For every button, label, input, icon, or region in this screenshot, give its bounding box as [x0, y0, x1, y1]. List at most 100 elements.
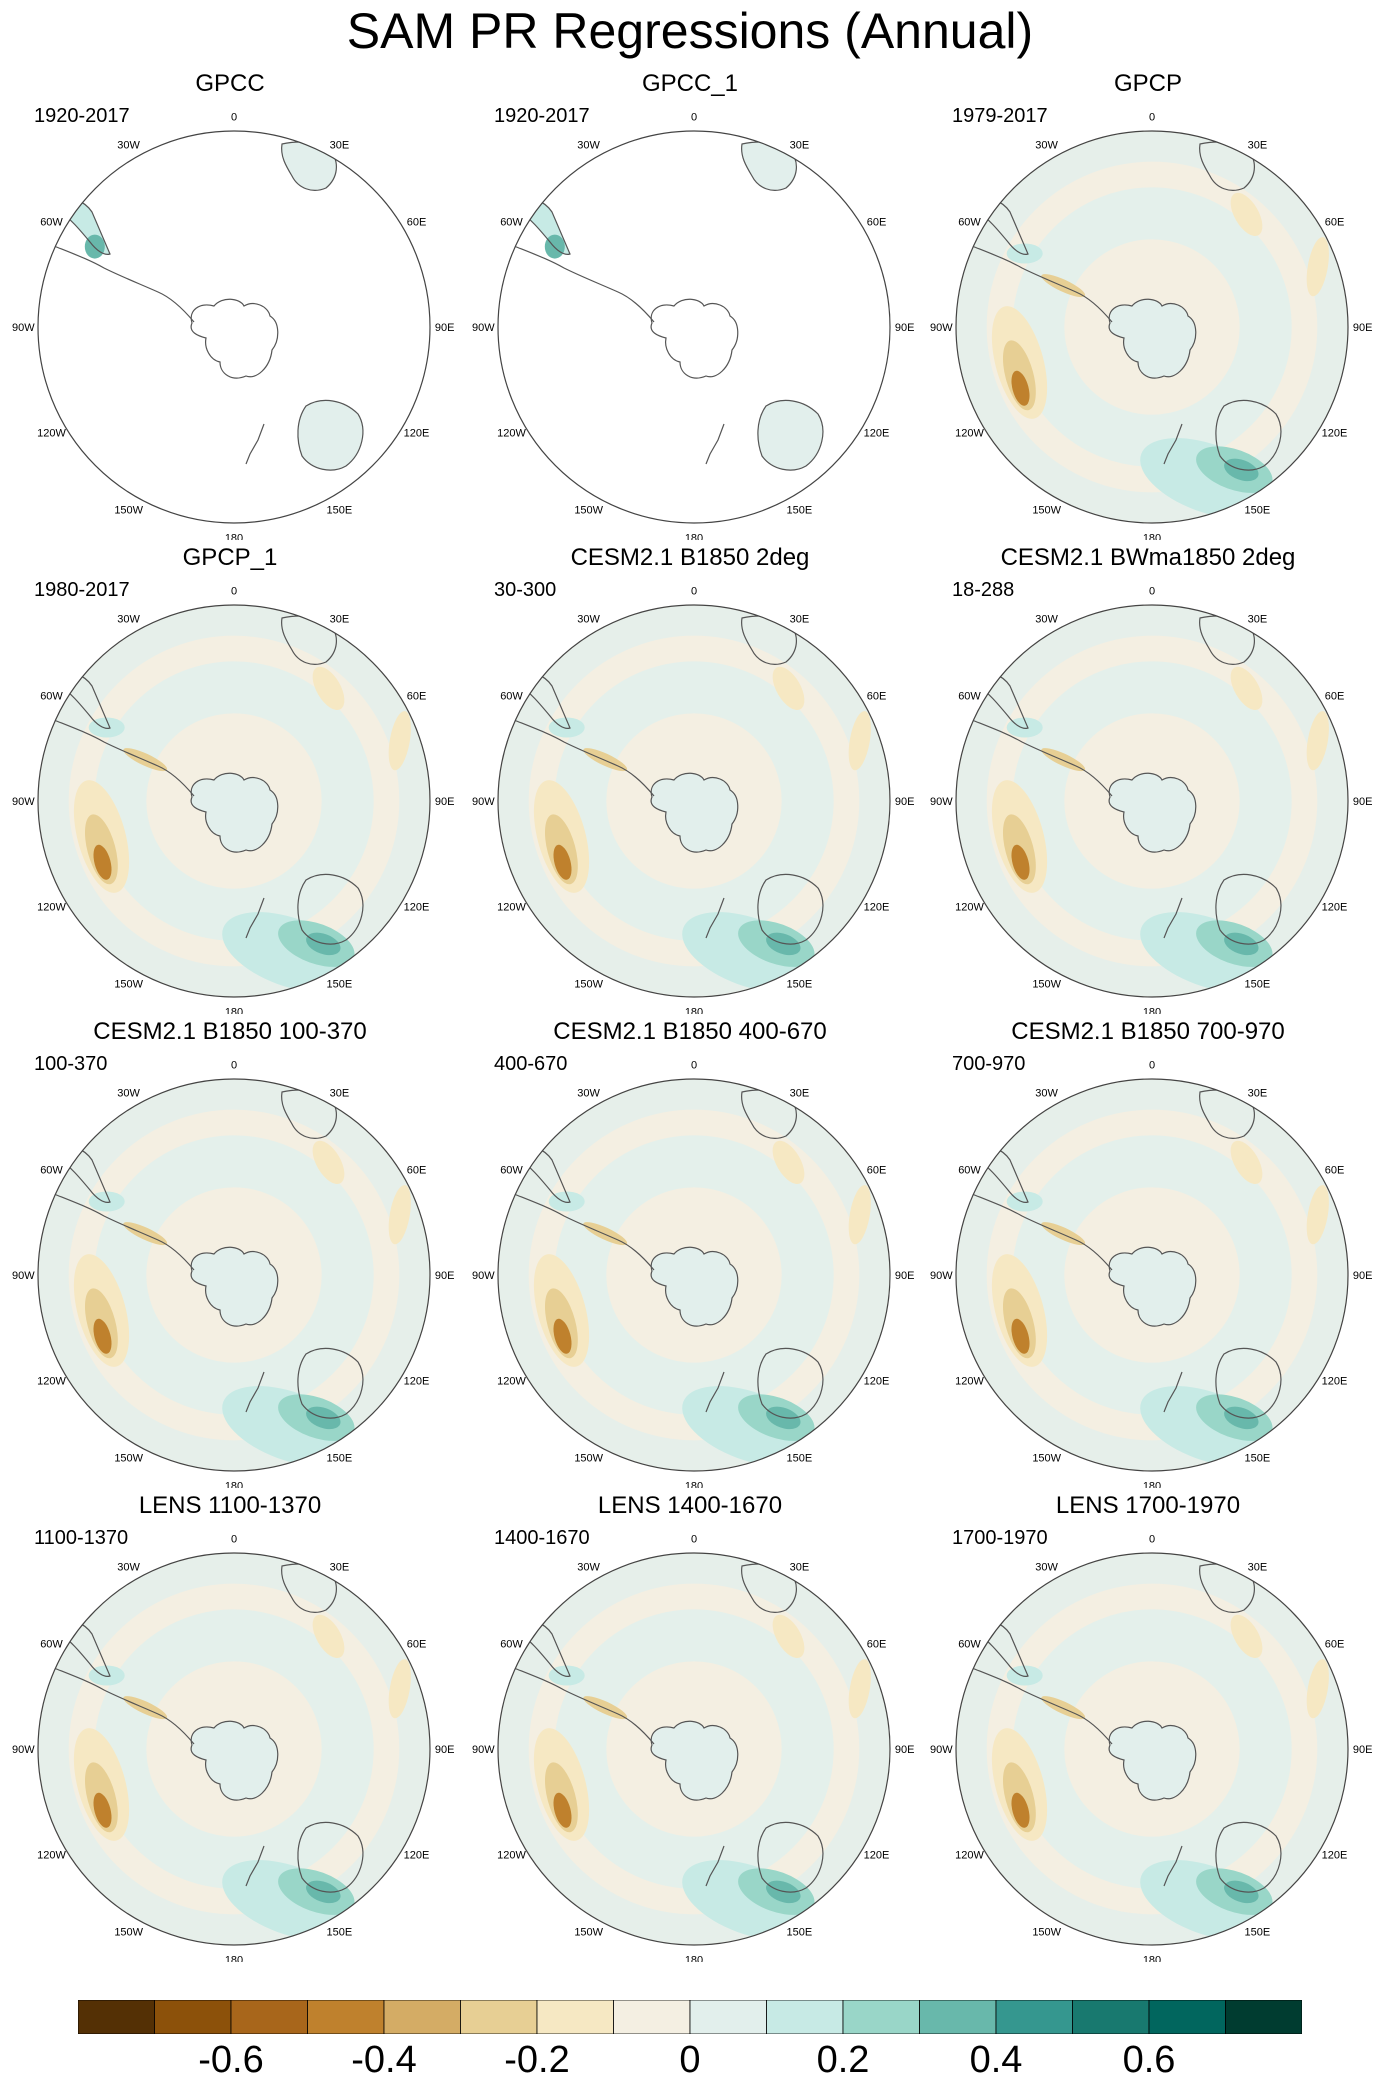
- longitude-label: 60E: [1325, 691, 1345, 703]
- longitude-label: 60W: [958, 1639, 981, 1651]
- teal-anomaly: [88, 1665, 125, 1686]
- longitude-label: 60E: [867, 217, 887, 229]
- teal-anomaly: [88, 1191, 125, 1212]
- outer-ring: [498, 1079, 890, 1471]
- tan-anomaly: [1011, 1318, 1030, 1354]
- outer-ring: [38, 1553, 430, 1945]
- longitude-label: 30E: [1248, 1562, 1268, 1574]
- south-america-outline: [57, 671, 111, 729]
- longitude-label: 60E: [1325, 217, 1345, 229]
- longitude-label: 0: [691, 1533, 697, 1545]
- map-panel-lens-1100-1370: 0 30E 60E 90E 120E 150E 180 150W 120W 90W 60W 30W L…: [0, 1492, 460, 1962]
- new-zealand-outline: [245, 423, 265, 465]
- colorbar-box: [78, 2000, 155, 2034]
- longitude-label: 0: [691, 1059, 697, 1071]
- antarctic-peninsula: [513, 245, 655, 323]
- map-boundary: [497, 1078, 891, 1472]
- australia-outline: [297, 1347, 364, 1419]
- tan-anomaly: [772, 1614, 805, 1659]
- colorbar-tick-label: 0: [679, 2039, 701, 2081]
- tan-anomaly: [93, 1792, 112, 1828]
- antarctica-outline: [190, 772, 279, 853]
- panel-period: 400-670: [494, 1053, 568, 1075]
- coastlines: [513, 141, 824, 471]
- inner-ring: [94, 661, 374, 941]
- teal-anomaly: [1006, 243, 1043, 264]
- longitude-label: 90E: [895, 1744, 915, 1756]
- longitude-label: 150W: [1032, 979, 1061, 991]
- longitude-label: 120E: [404, 1849, 430, 1861]
- teal-anomaly: [88, 717, 125, 738]
- outer-ring: [956, 1079, 1348, 1471]
- panel-period: 1920-2017: [494, 105, 590, 127]
- coastlines: [53, 1563, 364, 1893]
- longitude-label: 60E: [407, 1165, 427, 1177]
- coastlines: [53, 615, 364, 945]
- panel-title: GPCC: [195, 70, 265, 97]
- land-field: [741, 142, 797, 191]
- inner-ring: [554, 1609, 834, 1889]
- longitude-label: 150W: [574, 979, 603, 991]
- longitude-label: 90W: [930, 1270, 953, 1282]
- antarctic-peninsula: [53, 245, 195, 323]
- australia-outline: [1215, 873, 1282, 945]
- land-field: [757, 400, 823, 471]
- colorbar-box: [919, 2000, 997, 2034]
- precip-field: [38, 605, 430, 997]
- longitude-label: 30W: [117, 614, 140, 626]
- australia-outline: [757, 873, 824, 945]
- antarctic-peninsula: [513, 719, 655, 797]
- teal-anomaly: [84, 234, 105, 259]
- longitude-label: 120E: [404, 1375, 430, 1387]
- teal-anomaly: [1006, 1191, 1043, 1212]
- colorbar-box: [307, 2000, 385, 2034]
- panel-title: CESM2.1 B1850 700-970: [1011, 1018, 1285, 1045]
- precip-field: [956, 1079, 1348, 1471]
- longitude-label: 60W: [500, 1639, 523, 1651]
- longitude-label: 150W: [574, 1453, 603, 1465]
- longitude-label: 120W: [497, 1375, 526, 1387]
- tan-anomaly: [1011, 844, 1030, 880]
- new-zealand-outline: [1163, 1845, 1183, 1887]
- colorbar-tick-label: -0.2: [504, 2039, 570, 2081]
- tan-anomaly: [553, 1318, 572, 1354]
- new-zealand-outline: [245, 897, 265, 939]
- longitude-label: 150E: [327, 979, 353, 991]
- map-panel-cesm-b1850-100-370: 0 30E 60E 90E 120E 150E 180 150W 120W 90W 60W 30W C…: [0, 1018, 460, 1488]
- colorbar-box: [613, 2000, 691, 2034]
- longitude-label: 90E: [1353, 322, 1373, 334]
- longitude-label: 30W: [577, 1562, 600, 1574]
- longitude-label: 30W: [1035, 1562, 1058, 1574]
- tan-anomaly: [1306, 1185, 1329, 1245]
- colorbar-box: [995, 2000, 1073, 2034]
- longitude-label: 90W: [472, 796, 495, 808]
- antarctica-outline: [1108, 1246, 1197, 1327]
- longitude-label: 90E: [895, 796, 915, 808]
- colorbar-box: [230, 2000, 308, 2034]
- longitude-label: 120E: [404, 901, 430, 913]
- tan-anomaly: [772, 666, 805, 711]
- antarctica-outline: [650, 772, 739, 853]
- antarctica-outline: [650, 298, 739, 379]
- precip-field: [498, 605, 890, 997]
- outer-ring: [956, 1553, 1348, 1945]
- australia-outline: [757, 1347, 824, 1419]
- colorbar-tick-label: 0.2: [816, 2039, 870, 2081]
- longitude-label: 150E: [1245, 1927, 1271, 1939]
- longitude-label: 120E: [1322, 427, 1348, 439]
- teal-anomaly: [1006, 717, 1043, 738]
- antarctica-outline: [190, 1720, 279, 1801]
- longitude-label: 120W: [497, 427, 526, 439]
- longitude-label: 30E: [1248, 614, 1268, 626]
- panel-title: LENS 1400-1670: [597, 1492, 783, 1519]
- longitude-label: 120W: [37, 427, 66, 439]
- antarctic-peninsula: [971, 1193, 1113, 1271]
- panel-period: 18-288: [952, 579, 1015, 601]
- polar-map: 0 30E 60E 90E 120E 150E 180 150W 120W 90W 60W 30W: [472, 1533, 915, 1962]
- longitude-label: 60W: [500, 691, 523, 703]
- colorbar-box: [536, 2000, 614, 2034]
- map-boundary: [955, 1078, 1349, 1472]
- longitude-label: 30E: [1248, 140, 1268, 152]
- longitude-label: 60E: [867, 691, 887, 703]
- australia-outline: [297, 1821, 364, 1893]
